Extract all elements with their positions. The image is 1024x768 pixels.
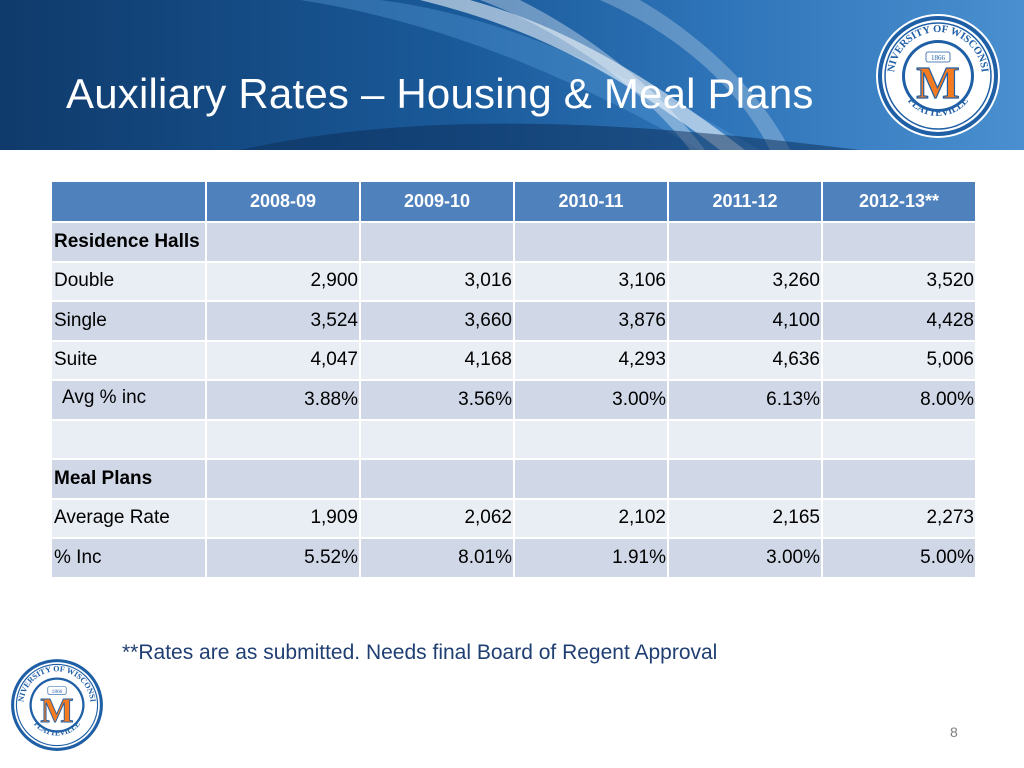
footnote-text: **Rates are as submitted. Needs final Bo… (122, 641, 718, 664)
row-label: Avg % inc (50, 379, 207, 421)
table-cell: 5.00% (821, 537, 977, 579)
row-label: Residence Halls (50, 221, 207, 263)
table-cell: 5.52% (205, 537, 361, 579)
table-cell: 3.56% (359, 379, 515, 421)
row-label (50, 418, 207, 460)
table-cell: 3,016 (359, 260, 515, 302)
table-cell: 2,273 (821, 497, 977, 539)
table-cell: 3,876 (513, 300, 669, 342)
table-row (50, 418, 977, 460)
table-cell: 6.13% (667, 379, 823, 421)
header-cell: 2011-12 (667, 180, 823, 223)
table-cell: 4,636 (667, 339, 823, 381)
table-cell: 8.01% (359, 537, 515, 579)
table-cell: 5,006 (821, 339, 977, 381)
table-cell: 8.00% (821, 379, 977, 421)
rates-table: 2008-09 2009-10 2010-11 2011-12 2012-13*… (50, 180, 977, 579)
table-cell: 1,909 (205, 497, 361, 539)
table-cell (359, 458, 515, 500)
table-cell: 4,428 (821, 300, 977, 342)
table-cell (513, 418, 669, 460)
table-cell: 4,293 (513, 339, 669, 381)
svg-text:1866: 1866 (52, 689, 63, 695)
table-row: Avg % inc 3.88% 3.56% 3.00% 6.13% 8.00% (50, 379, 977, 421)
table-cell (821, 221, 977, 263)
table-row: Meal Plans (50, 458, 977, 500)
svg-text:1866: 1866 (931, 54, 946, 62)
table-cell (205, 458, 361, 500)
table-cell: 3.88% (205, 379, 361, 421)
table-cell (205, 221, 361, 263)
table-cell (513, 221, 669, 263)
page-number: 8 (950, 724, 958, 740)
table-cell: 3,524 (205, 300, 361, 342)
row-label: Suite (50, 339, 207, 381)
table-cell: 3,106 (513, 260, 669, 302)
table-cell: 3,660 (359, 300, 515, 342)
table-cell: 2,900 (205, 260, 361, 302)
table-cell: 4,047 (205, 339, 361, 381)
table-cell: 4,100 (667, 300, 823, 342)
table-cell (359, 221, 515, 263)
table-cell: 3,520 (821, 260, 977, 302)
table-cell: 3,260 (667, 260, 823, 302)
svg-text:M: M (40, 691, 73, 730)
table-row: Residence Halls (50, 221, 977, 263)
table-cell: 2,062 (359, 497, 515, 539)
table-cell: 2,102 (513, 497, 669, 539)
table-cell (513, 458, 669, 500)
table-row: Suite 4,047 4,168 4,293 4,636 5,006 (50, 339, 977, 381)
table-header-row: 2008-09 2009-10 2010-11 2011-12 2012-13*… (50, 180, 977, 223)
svg-text:M: M (916, 57, 959, 108)
table-row: Double 2,900 3,016 3,106 3,260 3,520 (50, 260, 977, 302)
table-cell: 1.91% (513, 537, 669, 579)
header-cell: 2012-13** (821, 180, 977, 223)
table-cell: 3.00% (513, 379, 669, 421)
header-cell (50, 180, 207, 223)
title-banner: Auxiliary Rates – Housing & Meal Plans (0, 0, 1024, 150)
table-cell: 3.00% (667, 537, 823, 579)
header-cell: 2008-09 (205, 180, 361, 223)
row-label: Double (50, 260, 207, 302)
header-cell: 2009-10 (359, 180, 515, 223)
table-cell (821, 458, 977, 500)
university-seal-logo-small: UNIVERSITY OF WISCONSIN PLATTEVILLE M 18… (8, 656, 105, 753)
table-row: Average Rate 1,909 2,062 2,102 2,165 2,2… (50, 497, 977, 539)
table-cell (667, 418, 823, 460)
row-label: Average Rate (50, 497, 207, 539)
table-row: % Inc 5.52% 8.01% 1.91% 3.00% 5.00% (50, 537, 977, 579)
table-cell (667, 458, 823, 500)
row-label: Meal Plans (50, 458, 207, 500)
slide-title: Auxiliary Rates – Housing & Meal Plans (66, 70, 814, 117)
row-label: Single (50, 300, 207, 342)
table-cell (667, 221, 823, 263)
table-cell (821, 418, 977, 460)
banner-swoosh-graphic (240, 0, 860, 150)
table-cell (205, 418, 361, 460)
university-seal-logo: UNIVERSITY OF WISCONSIN PLATTEVILLE M 18… (874, 12, 1000, 138)
table-cell: 2,165 (667, 497, 823, 539)
header-cell: 2010-11 (513, 180, 669, 223)
table-cell: 4,168 (359, 339, 515, 381)
table-row: Single 3,524 3,660 3,876 4,100 4,428 (50, 300, 977, 342)
row-label: % Inc (50, 537, 207, 579)
table-cell (359, 418, 515, 460)
